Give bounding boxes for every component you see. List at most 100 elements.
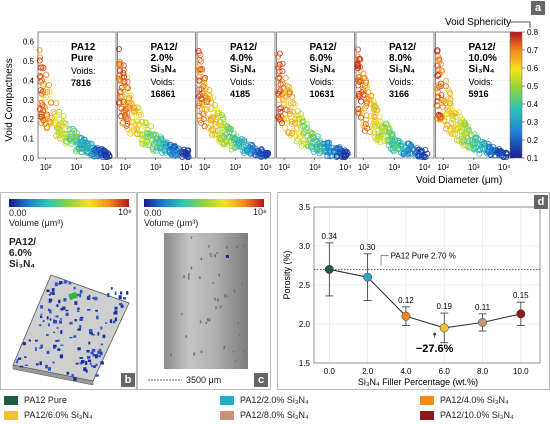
void-point bbox=[363, 79, 370, 86]
slice-feature bbox=[208, 318, 211, 322]
void-point bbox=[263, 152, 270, 159]
void-point bbox=[38, 111, 45, 118]
error-value-label: 0.34 bbox=[322, 232, 338, 241]
void-blob bbox=[57, 348, 61, 351]
void-blob bbox=[112, 320, 116, 324]
a-xlabel: Void Diameter (μm) bbox=[416, 175, 502, 186]
void-point bbox=[365, 89, 372, 96]
void-point bbox=[276, 76, 283, 83]
void-point bbox=[121, 98, 128, 105]
void-point bbox=[282, 74, 289, 81]
void-point bbox=[452, 110, 459, 117]
void-point bbox=[85, 145, 92, 152]
void-blob bbox=[91, 348, 96, 352]
void-blob bbox=[56, 339, 60, 342]
void-point bbox=[276, 116, 283, 123]
legend-label: PA12 Pure bbox=[24, 395, 67, 405]
scatter-subplot: 10² 10³ 10⁴ PA12/6.0%Si₃N₄ Voids: 10631 bbox=[275, 31, 355, 172]
void-point bbox=[197, 69, 204, 76]
void-point bbox=[97, 149, 104, 156]
void-point bbox=[159, 137, 166, 144]
error-value-label: 0.11 bbox=[475, 303, 491, 312]
cb-min-c: 0.00 bbox=[144, 208, 162, 218]
void-point bbox=[56, 115, 63, 122]
void-blob bbox=[79, 325, 82, 329]
void-point bbox=[154, 139, 161, 146]
void-point bbox=[354, 109, 361, 116]
void-point bbox=[162, 140, 169, 147]
colorbar-tick-label: 0.1 bbox=[527, 154, 539, 163]
d-ytick-label: 2.5 bbox=[299, 281, 311, 290]
void-point bbox=[444, 122, 451, 129]
void-point bbox=[44, 124, 51, 131]
void-point bbox=[135, 111, 142, 118]
void-point bbox=[326, 144, 333, 151]
void-blob bbox=[65, 312, 69, 317]
void-blob bbox=[88, 341, 91, 345]
void-point bbox=[391, 141, 398, 148]
void-blob bbox=[59, 320, 62, 324]
void-point bbox=[434, 47, 441, 54]
void-point bbox=[300, 130, 307, 137]
void-blob bbox=[40, 313, 43, 316]
void-point bbox=[36, 73, 43, 80]
void-point bbox=[434, 85, 441, 92]
void-blob bbox=[77, 310, 80, 312]
sample-line-2: 6.0% bbox=[9, 248, 32, 259]
void-blob bbox=[89, 332, 93, 335]
void-point bbox=[446, 128, 453, 135]
void-blob bbox=[97, 332, 100, 336]
void-point bbox=[290, 100, 297, 107]
void-point bbox=[119, 119, 126, 126]
porosity-series-line bbox=[329, 268, 521, 329]
void-point bbox=[204, 95, 211, 102]
void-point bbox=[447, 90, 454, 97]
void-point bbox=[232, 135, 239, 142]
void-point bbox=[116, 100, 123, 107]
void-point bbox=[276, 50, 283, 57]
void-point bbox=[407, 150, 414, 157]
colorbar-tick-label: 0.4 bbox=[527, 100, 539, 109]
legend-swatch bbox=[4, 410, 18, 420]
legend-swatch bbox=[420, 410, 434, 420]
void-point bbox=[287, 131, 294, 138]
void-blob bbox=[100, 361, 104, 365]
voids-count: 10631 bbox=[310, 89, 335, 99]
void-point bbox=[276, 68, 283, 75]
slice-feature bbox=[226, 295, 229, 298]
scatter-subplot: 10² 10³ 10⁴ PA12/2.0%Si₃N₄ Voids: 16861 bbox=[116, 31, 196, 172]
void-blob bbox=[24, 364, 29, 366]
void-blob bbox=[63, 298, 67, 302]
void-blob bbox=[94, 354, 98, 359]
void-point bbox=[234, 141, 241, 148]
a-ytick-label: 0.3 bbox=[23, 96, 35, 105]
subplot-name-line: 8.0% bbox=[389, 53, 412, 64]
legend-swatch bbox=[4, 395, 18, 405]
specimen-3d-view bbox=[12, 274, 130, 386]
void-point bbox=[230, 137, 237, 144]
legend-label: PA12/4.0% Si₃N₄ bbox=[440, 395, 509, 405]
a-xtick-label: 10⁴ bbox=[180, 163, 193, 172]
void-point bbox=[489, 146, 496, 153]
void-point bbox=[37, 64, 44, 71]
slice-feature bbox=[233, 289, 236, 293]
void-point bbox=[118, 105, 125, 112]
void-point bbox=[383, 120, 390, 127]
void-point bbox=[171, 142, 178, 149]
void-point bbox=[404, 140, 411, 147]
void-blob bbox=[46, 316, 49, 320]
voids-label: Voids: bbox=[230, 77, 255, 87]
porosity-point bbox=[516, 309, 526, 319]
void-point bbox=[275, 75, 282, 82]
d-ytick-label: 2.0 bbox=[299, 320, 311, 329]
panel-d-label: d bbox=[534, 195, 548, 209]
void-point bbox=[371, 130, 378, 137]
void-blob bbox=[40, 344, 43, 348]
void-point bbox=[51, 110, 58, 117]
void-point bbox=[223, 138, 230, 145]
void-point bbox=[354, 59, 361, 66]
void-blob bbox=[47, 323, 50, 327]
colorbar-tick-label: 0.6 bbox=[527, 64, 539, 73]
void-point bbox=[288, 118, 295, 125]
void-point bbox=[471, 131, 478, 138]
